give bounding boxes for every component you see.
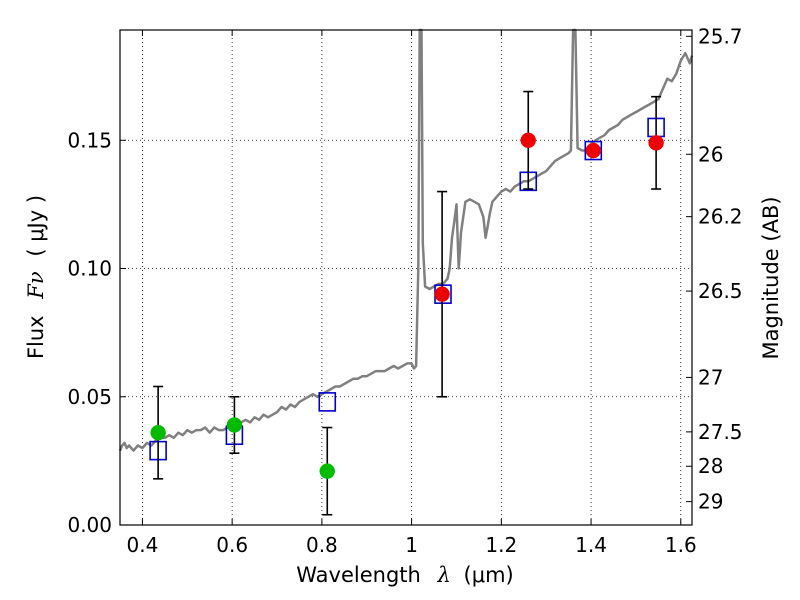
magnitude-tick-label: 25.7 — [698, 24, 743, 48]
y-axis-symbol: Fν — [24, 271, 48, 300]
x-axis-label: Wavelength — [296, 563, 421, 587]
x-tick-label: 0.6 — [216, 533, 248, 557]
spectrum-line — [118, 28, 694, 452]
y-axis-ticks: 0.00 0.05 0.10 0.15 — [67, 128, 126, 537]
magnitude-tick-label: 29 — [698, 490, 723, 514]
y-axis-title: Flux Fν ( μJy ) — [24, 195, 48, 359]
x-tick-label: 0.8 — [306, 533, 338, 557]
x-tick-label: 0.4 — [127, 533, 159, 557]
data-point — [434, 286, 450, 302]
model-square — [318, 392, 337, 412]
y-axis-unit: ( μJy ) — [24, 195, 48, 257]
x-axis-title: Wavelength λ (μm) — [296, 563, 513, 587]
spectrum-layer — [118, 28, 694, 452]
magnitude-tick-label: 26.2 — [698, 205, 743, 229]
data-point — [226, 417, 243, 433]
grid — [120, 30, 692, 526]
data-point — [319, 463, 336, 479]
model-photometry-layer — [149, 117, 665, 461]
plot-frame — [119, 29, 693, 526]
y-axis-label: Flux — [24, 315, 48, 359]
x-axis-ticks: 0.4 0.6 0.8 1 1.2 1.4 1.6 — [127, 30, 697, 557]
x-axis-unit: (μm) — [464, 563, 514, 587]
data-point — [520, 132, 537, 149]
right-axis-title: Magnitude (AB) — [759, 196, 783, 359]
x-tick-label: 1.6 — [665, 533, 697, 557]
observed-photometry-layer — [150, 90, 664, 516]
model-square — [584, 140, 603, 161]
y-tick-label: 0.05 — [67, 385, 112, 409]
x-axis-symbol: λ — [437, 563, 451, 587]
magnitude-tick-label: 28 — [698, 454, 723, 478]
magnitude-tick-label: 27 — [698, 365, 723, 389]
y-tick-label: 0.15 — [67, 128, 112, 152]
x-tick-label: 1 — [405, 533, 418, 557]
y-tick-label: 0.00 — [67, 513, 112, 537]
data-point — [648, 135, 664, 151]
magnitude-axis-ticks: 25.7 26 26.2 26.5 27 27.5 28 29 — [686, 24, 743, 514]
data-point — [150, 424, 166, 441]
x-tick-label: 1.4 — [575, 533, 607, 557]
data-point — [585, 142, 602, 159]
magnitude-tick-label: 26.5 — [698, 279, 743, 303]
magnitude-tick-label: 27.5 — [698, 420, 743, 444]
x-tick-label: 1.2 — [485, 533, 517, 557]
magnitude-tick-label: 26 — [698, 142, 723, 166]
y-tick-label: 0.10 — [67, 257, 112, 281]
